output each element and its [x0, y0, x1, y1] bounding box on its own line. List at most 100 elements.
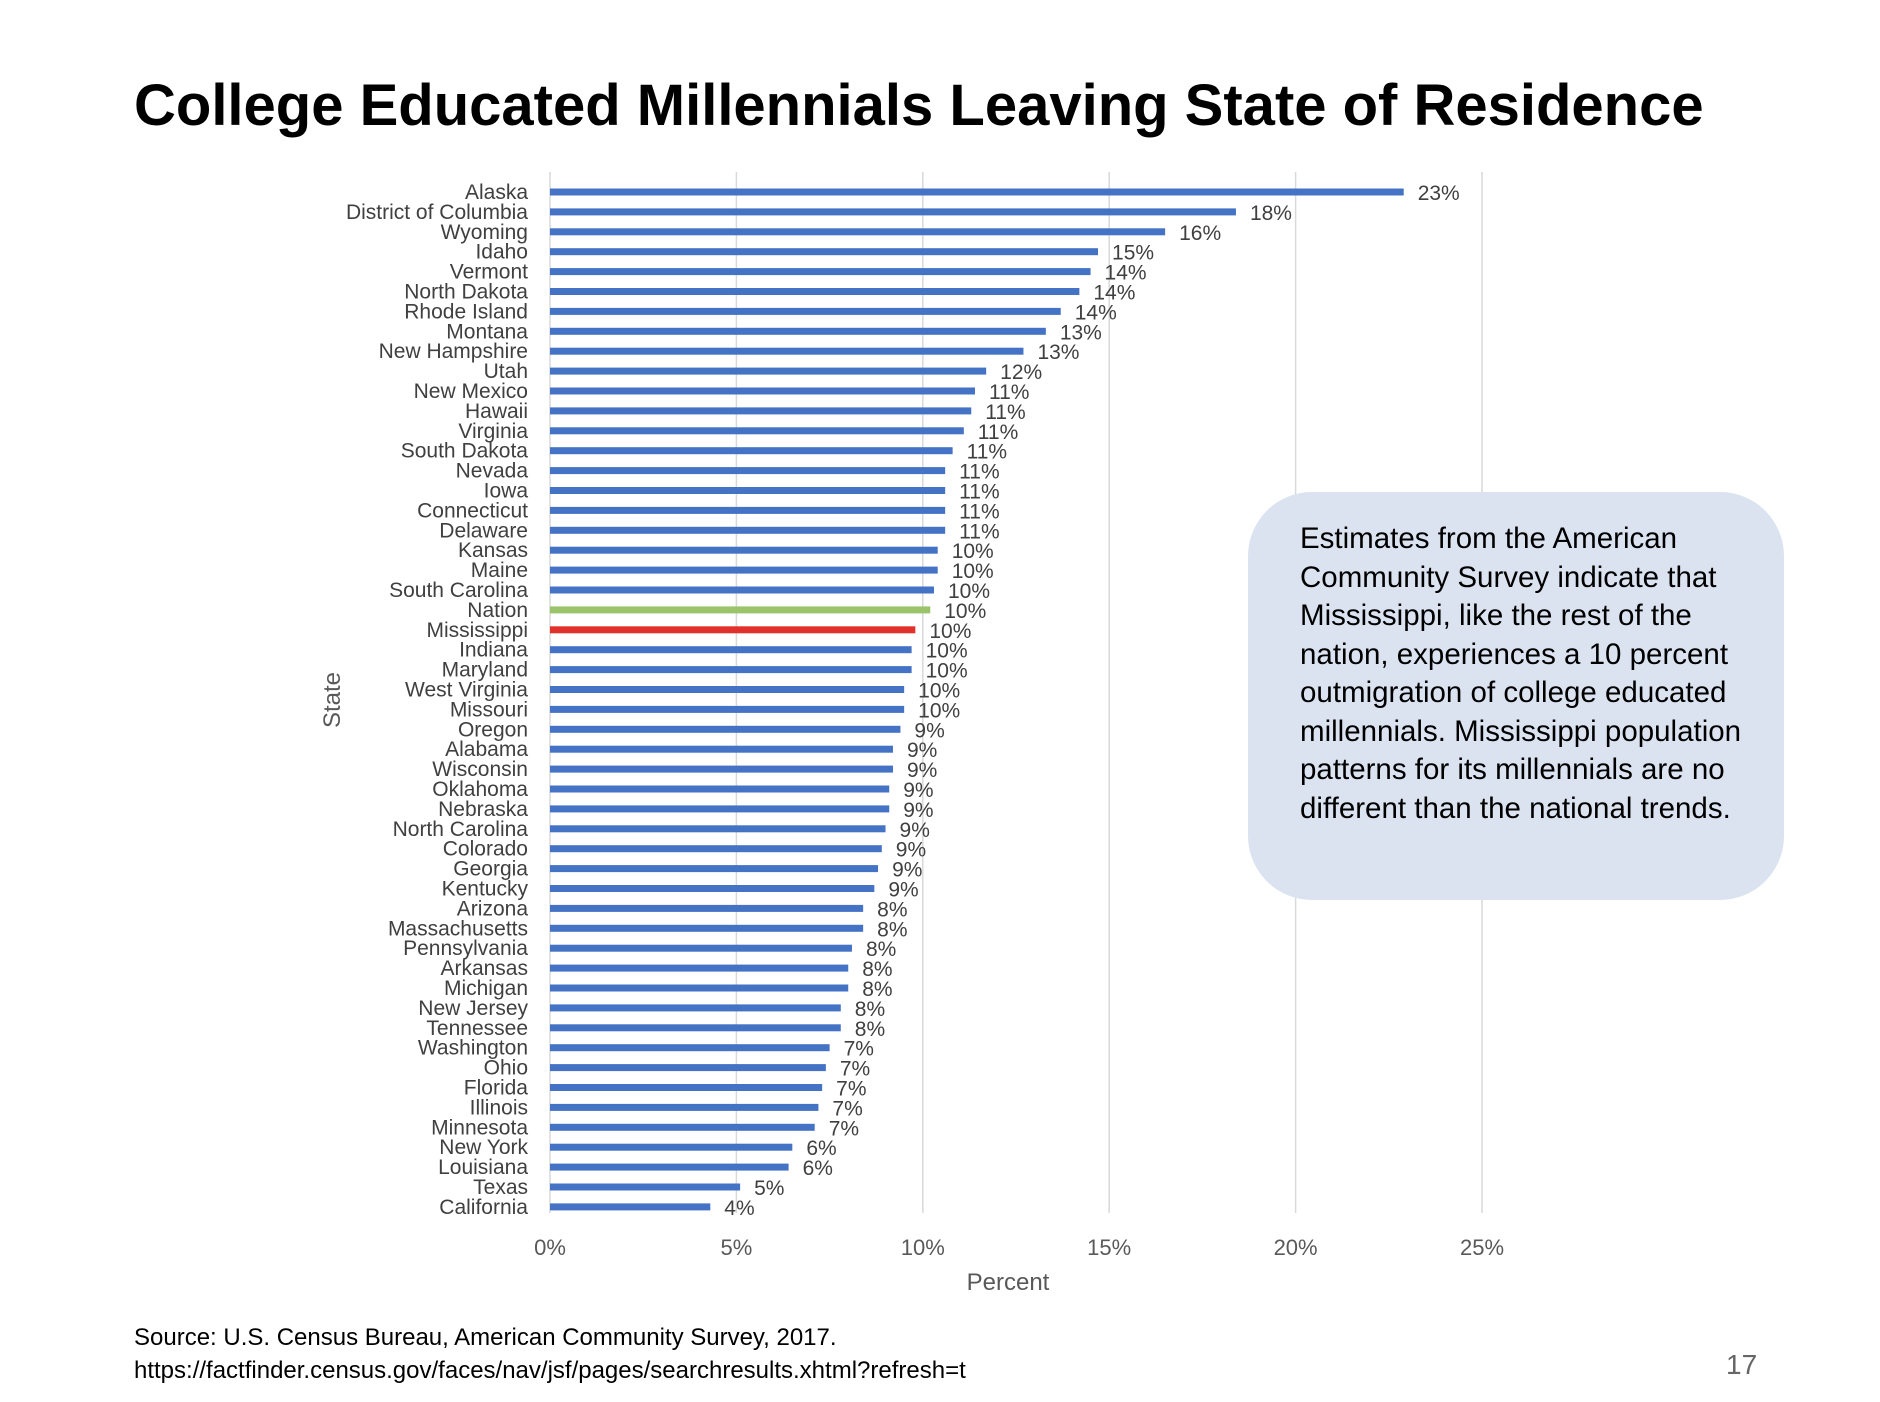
category-label: Washington — [418, 1037, 528, 1060]
category-label: Arizona — [457, 897, 529, 920]
data-label: 10% — [918, 680, 960, 703]
data-label: 9% — [907, 759, 937, 782]
bar-texas — [550, 1183, 741, 1191]
data-label: 7% — [844, 1038, 874, 1061]
data-label: 14% — [1093, 282, 1135, 305]
data-label: 15% — [1112, 242, 1154, 265]
data-label: 11% — [989, 381, 1029, 404]
bar-indiana — [550, 646, 912, 654]
bar-north-dakota — [550, 288, 1080, 295]
x-tick-label: 10% — [901, 1235, 945, 1260]
callout-box: Estimates from the American Community Su… — [1248, 492, 1784, 900]
data-labels: 23%18%16%15%14%14%14%13%13%12%11%11%11%1… — [724, 182, 1459, 1220]
category-label: Delaware — [439, 519, 528, 542]
bar-new-mexico — [550, 387, 975, 395]
data-label: 7% — [840, 1058, 870, 1081]
category-label: District of Columbia — [346, 201, 528, 224]
category-label: Nevada — [456, 460, 529, 483]
category-label: Illinois — [470, 1096, 528, 1119]
category-label: Massachusetts — [388, 917, 528, 940]
x-tick-label: 15% — [1087, 1235, 1131, 1260]
bar-ohio — [550, 1064, 826, 1072]
bar-maine — [550, 566, 938, 574]
data-label: 9% — [907, 739, 937, 762]
category-label: Wisconsin — [432, 758, 528, 781]
data-label: 11% — [959, 500, 999, 523]
data-label: 7% — [832, 1097, 862, 1120]
data-label: 6% — [803, 1157, 833, 1180]
bar-maryland — [550, 666, 912, 674]
data-label: 8% — [866, 938, 896, 961]
bar-alaska — [550, 188, 1404, 196]
data-label: 8% — [862, 978, 892, 1001]
category-label: Missouri — [450, 698, 528, 721]
data-label: 10% — [944, 600, 986, 623]
bar-oregon — [550, 725, 901, 733]
category-label: Tennessee — [426, 1017, 528, 1040]
category-label: Minnesota — [431, 1116, 528, 1139]
bar-california — [550, 1203, 711, 1211]
data-label: 9% — [900, 819, 930, 842]
bar-michigan — [550, 984, 849, 992]
category-label: Montana — [446, 320, 528, 343]
data-label: 10% — [926, 640, 968, 663]
bar-wisconsin — [550, 765, 893, 773]
data-label: 10% — [918, 699, 960, 722]
bar-florida — [550, 1084, 823, 1091]
category-label: Utah — [484, 360, 528, 383]
bar-montana — [550, 327, 1046, 335]
data-label: 10% — [929, 620, 971, 643]
bar-delaware — [550, 526, 946, 534]
category-label: Virginia — [458, 420, 528, 443]
category-label: Iowa — [484, 480, 529, 503]
data-label: 13% — [1060, 321, 1102, 344]
bar-district-of-columbia — [550, 208, 1236, 216]
data-label: 11% — [959, 461, 999, 484]
category-label: Oklahoma — [432, 778, 528, 801]
bar-nation — [550, 606, 931, 614]
category-label: South Carolina — [389, 579, 528, 602]
bar-nevada — [550, 467, 946, 475]
data-label: 9% — [896, 839, 926, 862]
x-tick-label: 5% — [721, 1235, 753, 1260]
data-label: 18% — [1250, 202, 1292, 225]
category-label: Alabama — [445, 738, 528, 761]
data-label: 14% — [1105, 262, 1147, 285]
data-label: 9% — [903, 779, 933, 802]
bar-kentucky — [550, 885, 875, 892]
bar-north-carolina — [550, 825, 886, 833]
source-url[interactable]: https://factfinder.census.gov/faces/nav/… — [134, 1357, 966, 1384]
slide-title: College Educated Millennials Leaving Sta… — [134, 73, 1704, 138]
category-label: Maine — [471, 559, 528, 582]
category-label: Wyoming — [441, 221, 528, 244]
bar-arizona — [550, 904, 864, 912]
category-label: North Dakota — [404, 281, 528, 304]
bar-minnesota — [550, 1123, 815, 1131]
data-label: 11% — [978, 421, 1018, 444]
data-label: 11% — [959, 481, 999, 504]
data-label: 6% — [806, 1137, 836, 1160]
bar-virginia — [550, 427, 964, 435]
category-label: Idaho — [475, 241, 528, 264]
data-label: 8% — [877, 898, 907, 921]
category-label: New Jersey — [418, 997, 528, 1020]
category-label: Colorado — [443, 838, 528, 861]
category-label: Texas — [473, 1176, 528, 1199]
page-number: 17 — [1726, 1349, 1758, 1380]
data-label: 10% — [952, 560, 994, 583]
x-tick-label: 25% — [1460, 1235, 1504, 1260]
data-label: 11% — [967, 441, 1007, 464]
x-tick-labels: 0% 5% 10% 15% 20% 25% — [534, 1235, 1504, 1260]
data-label: 8% — [862, 958, 892, 981]
category-label: Kentucky — [442, 878, 529, 901]
bar-mississippi — [550, 626, 916, 634]
source-line: Source: U.S. Census Bureau, American Com… — [134, 1324, 837, 1351]
x-tick-label: 0% — [534, 1235, 566, 1260]
category-label: Pennsylvania — [403, 937, 528, 960]
data-label: 8% — [877, 918, 907, 941]
bar-louisiana — [550, 1163, 789, 1171]
bar-oklahoma — [550, 785, 890, 793]
bar-new-hampshire — [550, 347, 1024, 355]
x-tick-label: 20% — [1274, 1235, 1318, 1260]
